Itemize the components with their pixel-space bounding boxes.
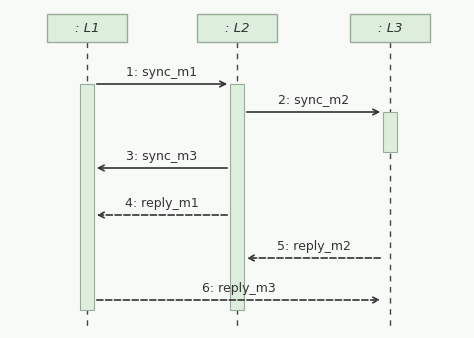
Bar — [350, 14, 430, 42]
Bar — [197, 14, 277, 42]
Text: : L1: : L1 — [75, 22, 99, 34]
Text: 1: sync_m1: 1: sync_m1 — [127, 66, 198, 79]
Bar — [47, 14, 127, 42]
Bar — [80, 84, 94, 310]
Bar — [383, 112, 397, 152]
Text: : L2: : L2 — [225, 22, 249, 34]
Text: : L3: : L3 — [378, 22, 402, 34]
Text: 3: sync_m3: 3: sync_m3 — [127, 150, 198, 163]
Text: 4: reply_m1: 4: reply_m1 — [125, 197, 199, 210]
Bar — [230, 84, 244, 310]
Text: 6: reply_m3: 6: reply_m3 — [201, 282, 275, 295]
Text: 2: sync_m2: 2: sync_m2 — [278, 94, 349, 107]
Text: 5: reply_m2: 5: reply_m2 — [276, 240, 350, 253]
